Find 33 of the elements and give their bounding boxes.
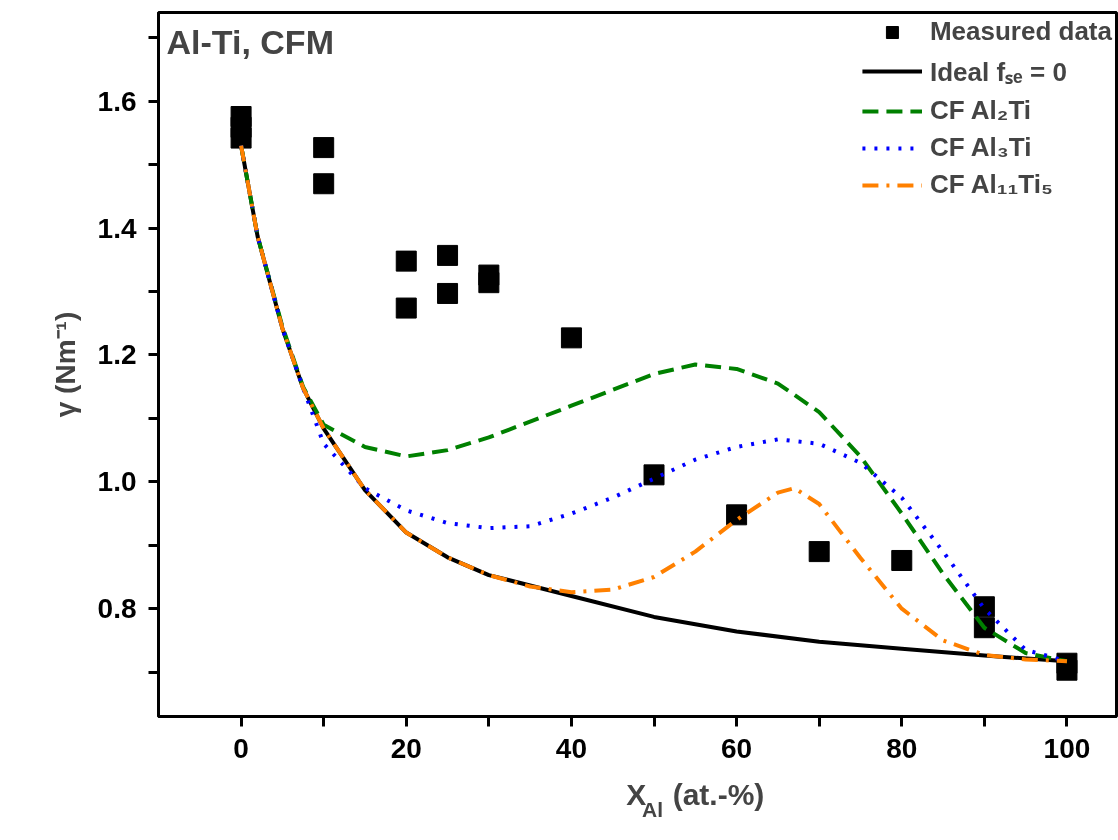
point bbox=[313, 173, 335, 195]
point bbox=[437, 244, 459, 266]
y-tick-label: 1.6 bbox=[97, 85, 137, 117]
x-tick-label: 80 bbox=[886, 732, 918, 764]
point bbox=[560, 327, 582, 349]
x-tick-label: 0 bbox=[233, 732, 249, 764]
x-tick-label: 40 bbox=[555, 732, 588, 764]
y-tick-label: 0.8 bbox=[97, 593, 137, 625]
legend-label: CF Al₁₁Ti₅ bbox=[929, 169, 1053, 200]
legend-label: Measured data bbox=[929, 16, 1112, 47]
x-tick-label: 20 bbox=[390, 732, 422, 764]
legend-label: Ideal fₛₑ = 0 bbox=[929, 56, 1067, 89]
point bbox=[478, 272, 500, 294]
point bbox=[437, 282, 459, 304]
point bbox=[230, 127, 252, 149]
point bbox=[726, 504, 748, 526]
point bbox=[313, 137, 335, 159]
y-tick-label: 1.0 bbox=[97, 466, 137, 498]
point bbox=[1056, 659, 1078, 681]
legend-label: CF Al₂Ti bbox=[929, 95, 1032, 126]
point bbox=[891, 549, 913, 571]
point bbox=[808, 541, 830, 563]
x-tick-label: 100 bbox=[1043, 732, 1091, 764]
point bbox=[973, 596, 995, 618]
y-axis-title: γ (Nm⁻¹) bbox=[49, 311, 81, 418]
point bbox=[643, 464, 665, 486]
point bbox=[395, 297, 417, 319]
legend-label: CF Al₃Ti bbox=[929, 132, 1032, 163]
x-tick-label: 60 bbox=[721, 732, 753, 764]
y-tick-label: 1.2 bbox=[97, 339, 137, 371]
y-tick-label: 1.4 bbox=[97, 212, 137, 244]
point bbox=[395, 250, 417, 272]
chart-title: Al-Ti, CFM bbox=[166, 22, 334, 61]
